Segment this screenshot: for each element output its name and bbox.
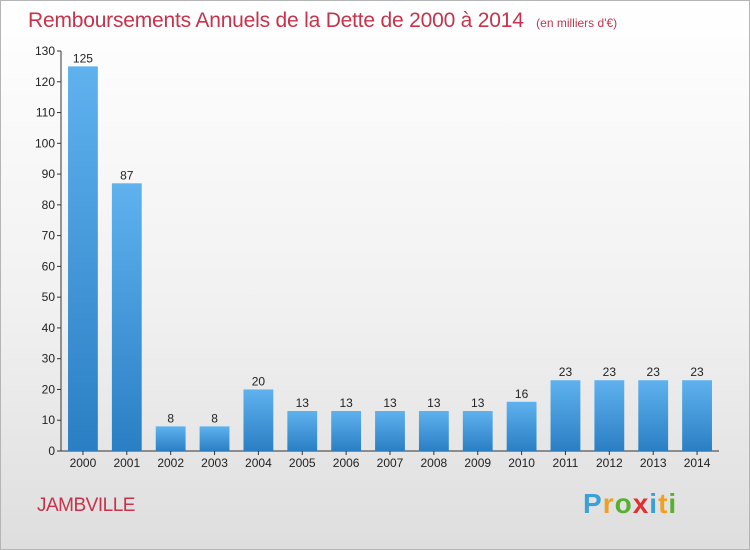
- y-tick-label: 110: [36, 106, 55, 120]
- bar-value-label: 23: [603, 365, 617, 379]
- bar-value-label: 8: [211, 411, 218, 425]
- logo-letter: o: [614, 488, 633, 519]
- x-tick-label: 2013: [640, 456, 667, 470]
- bar-2002: [155, 426, 186, 451]
- x-tick-label: 2003: [201, 456, 228, 470]
- y-tick-label: 0: [48, 444, 55, 458]
- y-tick-label: 80: [42, 198, 56, 212]
- logo-letter: i: [668, 488, 678, 519]
- bar-2012: [594, 380, 625, 451]
- y-tick-label: 70: [42, 229, 56, 243]
- bar-2004: [243, 389, 274, 451]
- proxiti-logo: Proxiti: [583, 488, 677, 520]
- bars: [68, 66, 712, 452]
- y-tick-label: 120: [35, 75, 55, 89]
- bar-value-label: 23: [559, 365, 573, 379]
- bar-value-label: 13: [383, 396, 397, 410]
- x-tick-label: 2012: [596, 456, 623, 470]
- bar-value-label: 87: [120, 168, 134, 182]
- x-tick-label: 2014: [684, 456, 711, 470]
- bar-2006: [331, 411, 362, 451]
- y-tick-label: 10: [42, 413, 56, 427]
- y-tick-label: 20: [42, 382, 56, 396]
- logo-letter: i: [649, 488, 659, 519]
- x-tick-label: 2010: [508, 456, 535, 470]
- bar-2013: [638, 380, 669, 451]
- x-tick-label: 2000: [70, 456, 97, 470]
- x-tick-label: 2005: [289, 456, 316, 470]
- x-tick-label: 2007: [377, 456, 404, 470]
- y-tick-label: 30: [42, 352, 56, 366]
- chart-title: Remboursements Annuels de la Dette de 20…: [28, 9, 524, 32]
- x-tick-label: 2002: [157, 456, 184, 470]
- y-tick-label: 100: [35, 136, 55, 150]
- chart-unit: (en milliers d'€): [536, 16, 618, 30]
- x-tick-label: 2011: [553, 456, 579, 470]
- bar-2014: [682, 380, 712, 451]
- logo-letter: x: [632, 488, 650, 519]
- bar-2009: [462, 411, 493, 451]
- bar-value-label: 23: [690, 365, 704, 379]
- labels: 125 2000 87 2001 8 2002 8 2003 20 2004 13 2005 13 200…: [70, 51, 711, 470]
- x-tick-label: 2008: [421, 456, 448, 470]
- logo-letter: t: [658, 488, 669, 519]
- bar-value-label: 13: [296, 396, 310, 410]
- bar-2007: [375, 411, 405, 451]
- bar-value-label: 13: [339, 396, 353, 410]
- title-row: Remboursements Annuels de la Dette de 20…: [28, 9, 617, 33]
- bar-2000: [68, 66, 98, 451]
- bar-2010: [506, 401, 537, 451]
- bar-2008: [418, 411, 449, 451]
- logo-letter: r: [602, 488, 615, 519]
- bar-value-label: 20: [252, 374, 266, 388]
- bar-value-label: 125: [73, 51, 93, 65]
- logo-letter: P: [583, 488, 603, 519]
- bar-2005: [287, 411, 318, 451]
- y-tick-label: 130: [35, 44, 55, 58]
- bar-value-label: 13: [471, 396, 485, 410]
- bar-value-label: 8: [167, 411, 174, 425]
- x-tick-label: 2006: [333, 456, 360, 470]
- commune-name: JAMBVILLE: [37, 495, 135, 516]
- bar-value-label: 16: [515, 387, 529, 401]
- x-tick-label: 2004: [245, 456, 272, 470]
- y-tick-label: 60: [42, 259, 56, 273]
- y-tick-label: 50: [42, 290, 56, 304]
- x-tick-label: 2001: [113, 456, 140, 470]
- bar-2003: [199, 426, 230, 451]
- y-tick-label: 40: [42, 321, 56, 335]
- x-tick-label: 2009: [464, 456, 491, 470]
- bar-value-label: 13: [427, 396, 441, 410]
- bar-2001: [111, 183, 142, 452]
- bar-2011: [550, 380, 581, 451]
- bar-value-label: 23: [647, 365, 661, 379]
- y-tick-label: 90: [42, 167, 56, 181]
